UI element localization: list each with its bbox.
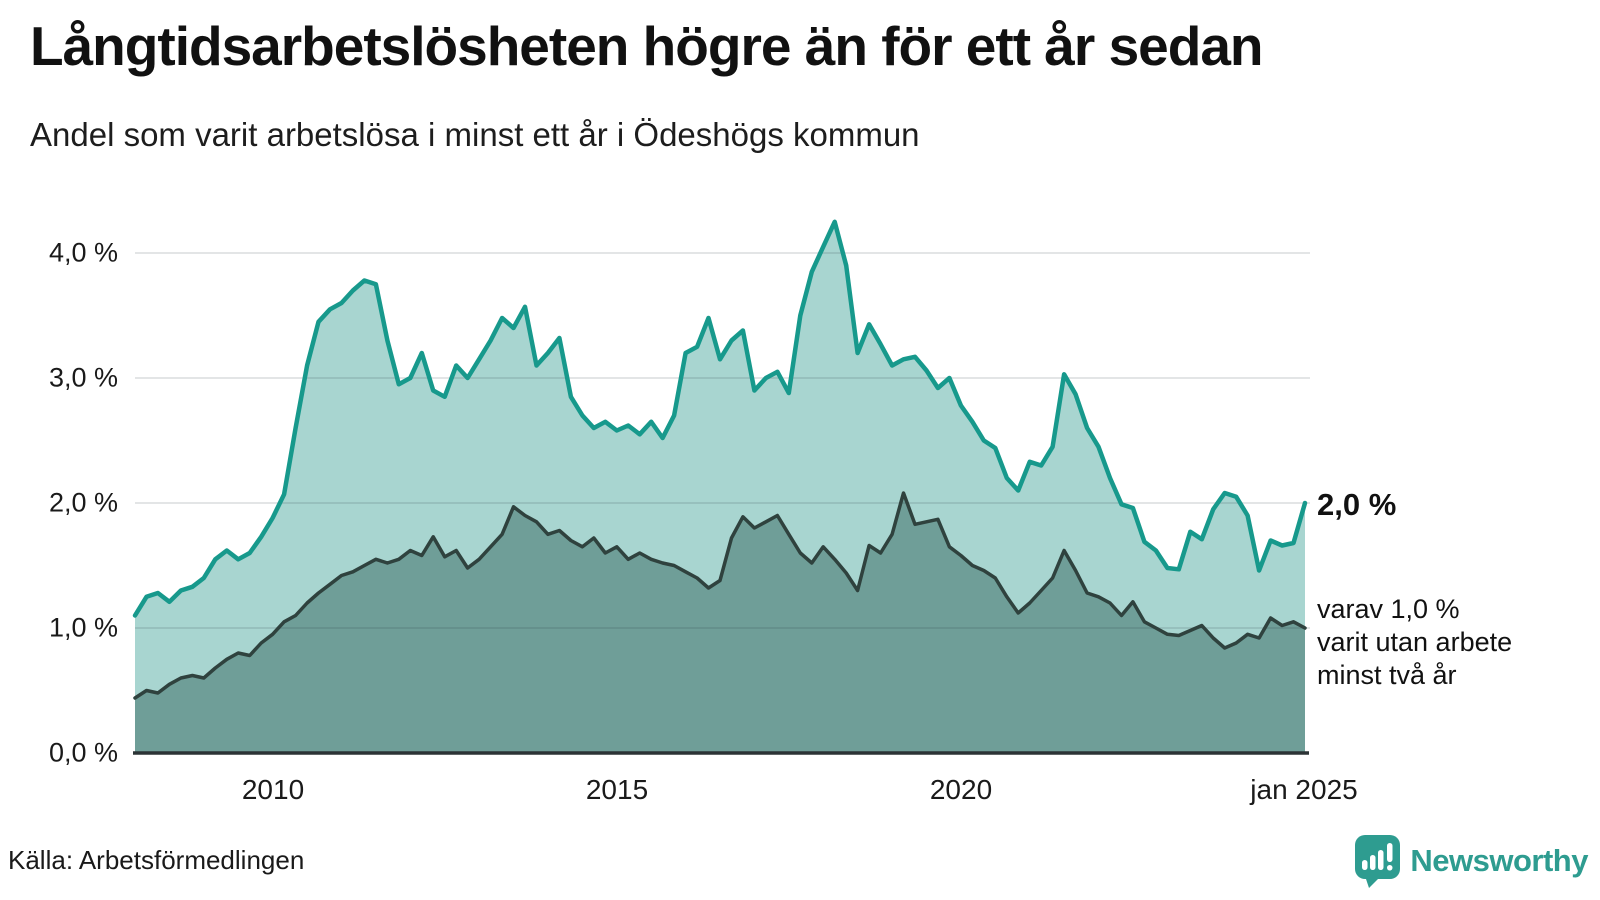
line-2yr [133,491,1307,700]
source-note: Källa: Arbetsförmedlingen [8,845,305,875]
y-tick-3: 3,0 % [48,362,118,393]
x-tick-2010: 2010 [241,774,305,805]
newsworthy-logo-icon [1355,835,1401,888]
x-tick-2015: 2015 [585,774,649,805]
end-value-label-2yr: varav 1,0 % varit utan arbete minst två … [1317,593,1512,692]
annotation-line-3: minst två år [1317,660,1457,690]
y-tick-4: 4,0 % [48,237,118,268]
annotation-line-1: varav 1,0 % [1317,594,1460,624]
gridlines [135,252,1310,629]
brand-name: Newsworthy [1410,843,1588,878]
x-tick-2020: 2020 [929,774,993,805]
newsworthy-logo: Newsworthy [1354,834,1588,888]
y-tick-1: 1,0 % [48,612,118,643]
y-tick-0: 0,0 % [48,737,118,768]
chart-subtitle: Andel som varit arbetslösa i minst ett å… [30,116,920,153]
chart-title: Långtidsarbetslösheten högre än för ett … [30,15,1264,77]
line-1yr [132,219,1308,618]
annotation-line-2: varit utan arbete [1317,627,1513,657]
end-value-label-1yr: 2,0 % [1317,487,1397,522]
y-tick-2: 2,0 % [48,487,118,518]
x-tick-jan-2025: jan 2025 [1250,774,1358,805]
area-fill-2yr [135,493,1305,753]
